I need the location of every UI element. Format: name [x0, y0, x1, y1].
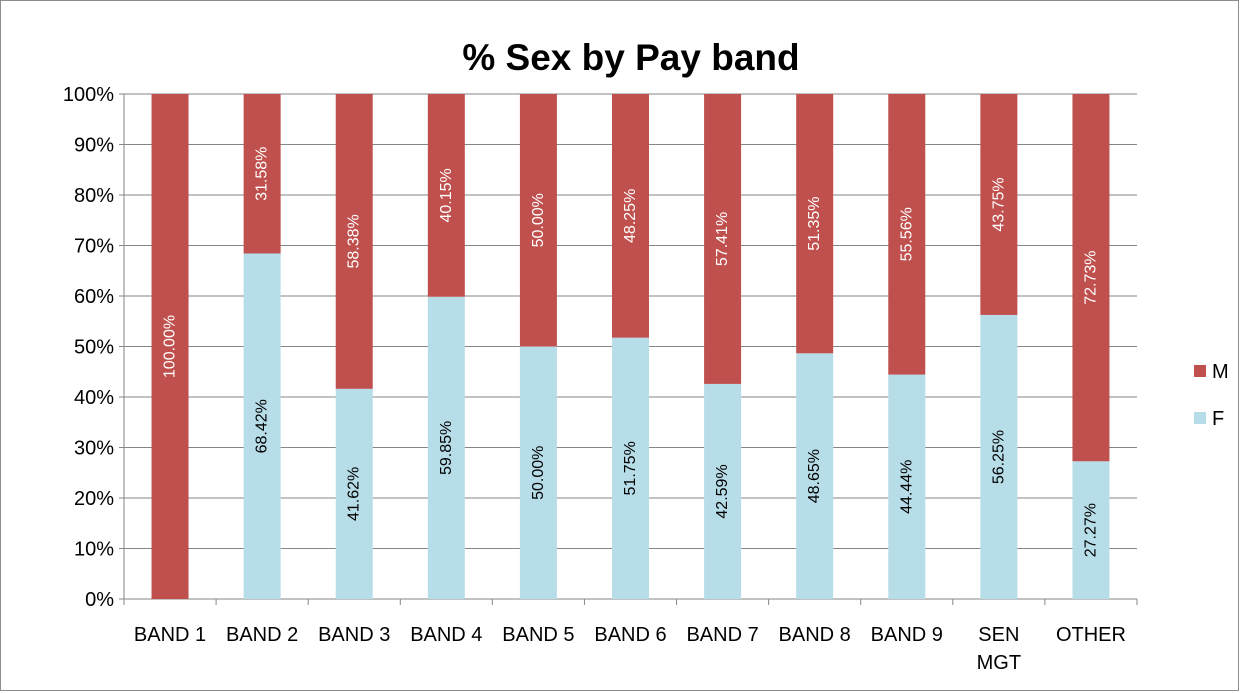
bar-f — [1072, 461, 1110, 599]
bar-m — [796, 94, 834, 354]
legend-swatch-f — [1194, 412, 1206, 424]
legend-label-f: F — [1212, 408, 1224, 430]
x-tick-label: BAND 9 — [871, 624, 943, 646]
y-tick-label: 80% — [74, 185, 114, 207]
x-tick-label: BAND 6 — [594, 624, 666, 646]
bar-m — [612, 94, 649, 338]
bar-f — [519, 346, 557, 599]
bar-m — [335, 94, 373, 389]
x-tick-label: OTHER — [1056, 624, 1126, 646]
bar-m — [980, 94, 1018, 315]
y-tick-label: 90% — [74, 135, 114, 157]
data-label: 43.75% — [990, 177, 1007, 231]
y-tick-label: 0% — [85, 589, 114, 611]
x-tick-label: BAND 4 — [410, 624, 482, 646]
bar-m — [704, 94, 742, 384]
x-tick-label: BAND 8 — [779, 624, 851, 646]
x-tick-label: BAND 3 — [318, 624, 390, 646]
bar-m — [151, 94, 189, 599]
bar-f — [612, 337, 649, 599]
bar-f — [980, 314, 1018, 599]
data-label: 27.27% — [1082, 503, 1099, 557]
x-tick-label: SEN — [978, 624, 1019, 646]
data-label: 41.62% — [346, 467, 363, 521]
data-label: 44.44% — [898, 460, 915, 514]
y-tick-label: 50% — [74, 337, 114, 359]
bar-f — [427, 296, 465, 599]
data-label: 31.58% — [254, 147, 271, 201]
bar-m — [519, 94, 557, 347]
data-label: 48.65% — [806, 449, 823, 503]
y-tick-label: 10% — [74, 539, 114, 561]
data-label: 72.73% — [1082, 251, 1099, 305]
data-label: 56.25% — [990, 430, 1007, 484]
bar-m — [888, 94, 926, 375]
bar-f — [704, 383, 742, 599]
data-label: 50.00% — [530, 446, 547, 500]
x-tick-label: BAND 7 — [686, 624, 758, 646]
y-tick-label: 40% — [74, 387, 114, 409]
bar-m — [427, 94, 465, 297]
data-label: 57.41% — [714, 212, 731, 266]
data-label: 50.00% — [530, 193, 547, 247]
bar-m — [1072, 94, 1110, 462]
data-label: 48.25% — [622, 189, 639, 243]
legend-label-m: M — [1212, 361, 1229, 383]
data-label: 59.85% — [438, 421, 455, 475]
x-tick-label: BAND 2 — [226, 624, 298, 646]
bar-m — [243, 94, 281, 254]
data-label: 100.00% — [162, 315, 179, 378]
y-tick-label: 30% — [74, 438, 114, 460]
bar-f — [888, 374, 926, 599]
legend-swatch-m — [1194, 365, 1206, 377]
x-tick-label: BAND 1 — [134, 624, 206, 646]
bar-f — [335, 388, 373, 599]
bar-f — [796, 353, 834, 599]
x-tick-label: BAND 5 — [502, 624, 574, 646]
x-tick-label: MGT — [977, 652, 1021, 674]
data-label: 51.75% — [622, 441, 639, 495]
data-label: 68.42% — [254, 399, 271, 453]
data-label: 40.15% — [438, 168, 455, 222]
data-label: 58.38% — [346, 214, 363, 268]
y-tick-label: 20% — [74, 488, 114, 510]
y-tick-label: 100% — [63, 84, 114, 106]
data-label: 51.35% — [806, 197, 823, 251]
bar-f — [243, 253, 281, 599]
data-label: 55.56% — [898, 207, 915, 261]
data-label: 42.59% — [714, 464, 731, 518]
y-tick-label: 60% — [74, 286, 114, 308]
chart-title: % Sex by Pay band — [462, 37, 800, 78]
y-tick-label: 70% — [74, 236, 114, 258]
